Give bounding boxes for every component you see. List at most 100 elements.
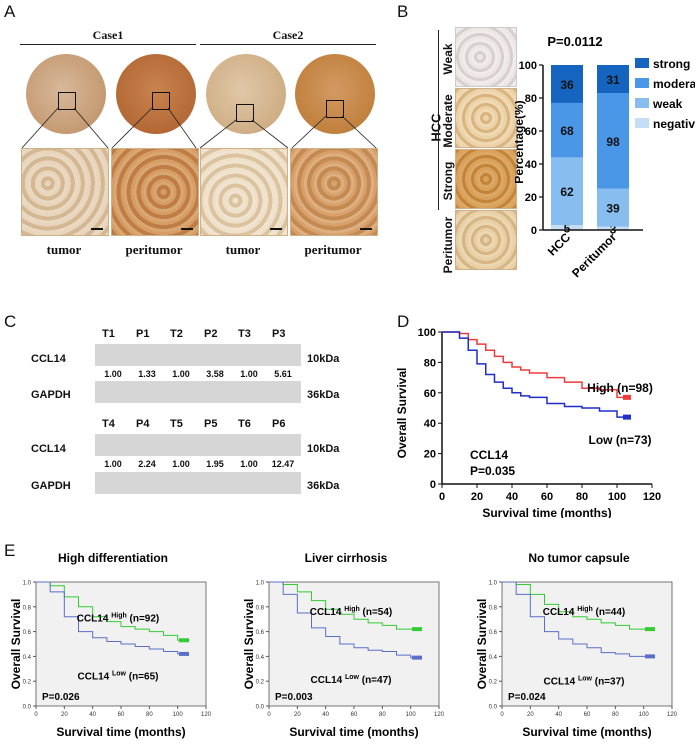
legend-label-strong: strong xyxy=(653,57,690,71)
legend-high-n: (n=54) xyxy=(360,607,393,618)
y-tick-label: 20 xyxy=(525,192,537,204)
legend-low-n: (n=65) xyxy=(126,671,159,682)
tma-core-case2-peritumor xyxy=(295,54,375,134)
lane-label: T4 xyxy=(102,418,115,430)
gapdh-label-row1: GAPDH xyxy=(31,389,71,401)
bar-data-label: 68 xyxy=(560,124,574,138)
hcc-bracket xyxy=(438,30,439,210)
y-tick-label: 0 xyxy=(430,479,436,491)
bar-segment-weak xyxy=(597,188,629,227)
x-axis-label: Survival time (months) xyxy=(56,725,185,739)
gene-annotation: CCL14 xyxy=(470,448,508,462)
bar-segment-moderate xyxy=(551,102,583,158)
censor-marks xyxy=(412,627,422,632)
y-axis-label: Overall Survival xyxy=(9,599,23,690)
legend-high: CCL14 High (n=44) xyxy=(543,606,626,618)
chart-title: P=0.0112 xyxy=(547,34,602,49)
y-tick-label: 40 xyxy=(424,418,436,430)
stain-peritumor-label: Peritumor xyxy=(441,216,455,274)
y-axis-label: Overall Survival xyxy=(242,599,256,690)
x-tick-label: 0 xyxy=(267,712,271,718)
lane-label: T2 xyxy=(170,328,183,340)
ccl14-blot-row2 xyxy=(95,434,301,456)
km-curve-low xyxy=(502,581,655,657)
censor-marks xyxy=(179,638,189,643)
legend-label-weak: weak xyxy=(652,97,683,111)
tma-core-case1-tumor xyxy=(26,54,106,134)
x-axis-label: Survival time (months) xyxy=(289,725,418,739)
band-ratio: 1.95 xyxy=(206,459,224,469)
legend-swatch-strong xyxy=(635,58,649,68)
ccl14-blot-row1 xyxy=(95,344,301,366)
x-axis-label: Survival time (months) xyxy=(522,725,651,739)
panel-d-letter: D xyxy=(397,312,410,331)
x-tick-label: 80 xyxy=(576,491,588,503)
scale-bar xyxy=(360,228,372,230)
label-tumor-1: tumor xyxy=(46,242,82,257)
band-ratio: 1.00 xyxy=(104,369,122,379)
x-tick-label: 40 xyxy=(322,712,329,718)
legend-high-n: (n=44) xyxy=(593,607,626,618)
legend-high-n: (n=92) xyxy=(127,613,160,624)
legend-high-sup: High xyxy=(577,606,593,613)
bar-data-label: 62 xyxy=(560,185,574,199)
micrograph-case2-tumor xyxy=(200,148,288,236)
p-value: P=0.003 xyxy=(275,692,313,703)
label-peritumor-1: peritumor xyxy=(125,242,183,257)
x-tick-label: 20 xyxy=(527,712,534,718)
km-plot-overall: 0 20 40 60 80 100 0 20 40 60 80 100 120 Survival time… xyxy=(395,327,661,518)
x-tick-label: 80 xyxy=(379,712,386,718)
km-curve-high xyxy=(36,581,189,641)
bar-data-label: 5 xyxy=(564,222,571,236)
x-tick-label: 60 xyxy=(351,712,358,718)
case1-title: Case1 xyxy=(92,28,124,42)
legend-swatch-moderate xyxy=(635,78,649,88)
x-tick-label: 100 xyxy=(173,712,184,718)
band-ratio: 12.47 xyxy=(271,459,295,469)
x-tick-label: 60 xyxy=(584,712,591,718)
x-tick-label: 120 xyxy=(434,712,445,718)
legend-high-sup: High xyxy=(111,612,127,619)
y-tick-label: 0.4 xyxy=(256,655,265,661)
y-axis-label: Overall Survival xyxy=(395,368,409,459)
x-axis-label: Survival time (months) xyxy=(482,506,611,518)
legend-low: CCL14 Low (n=37) xyxy=(544,675,625,687)
x-tick-label: 60 xyxy=(118,712,125,718)
ccl14-label-row2: CCL14 xyxy=(31,443,66,455)
y-tick-label: 100 xyxy=(418,327,436,339)
micrograph-case2-peritumor xyxy=(290,148,378,236)
kda-36-row1: 36kDa xyxy=(307,389,340,401)
x-tick-label: 0 xyxy=(500,712,504,718)
bar-data-label: 39 xyxy=(606,202,620,216)
y-tick-label: 40 xyxy=(525,159,537,171)
x-tick-label: Peritumor xyxy=(569,230,619,280)
kda-36-row2: 36kDa xyxy=(307,480,340,492)
lane-label: P5 xyxy=(204,418,218,430)
scale-bar xyxy=(91,228,103,230)
bar-segment-strong xyxy=(597,65,629,94)
y-tick-label: 0 xyxy=(531,225,537,237)
censor-marks xyxy=(179,651,189,656)
kda-10-row1: 10kDa xyxy=(307,353,340,365)
bar-segment-negative xyxy=(597,226,629,230)
x-tick-label: 40 xyxy=(506,491,518,503)
y-tick-label: 0.0 xyxy=(23,705,32,711)
band-ratio: 3.58 xyxy=(206,369,224,379)
legend-swatch-weak xyxy=(635,98,649,108)
zoom-box xyxy=(326,100,344,118)
x-tick-label: 20 xyxy=(294,712,301,718)
km-plot-liver-cirrhosis: Liver cirrhosis 0.0 0.2 0.4 0.6 0.8 1.0 0 20 40 60… xyxy=(242,551,445,739)
gapdh-blot-row2 xyxy=(95,472,301,494)
legend-high: High (n=98) xyxy=(587,381,653,395)
lane-label: P4 xyxy=(136,418,150,430)
km-plot-high-differentiation: High differentiation 0.0 0.2 0.4 0.6 0.8 1.0 0 2… xyxy=(9,551,212,739)
scale-bar xyxy=(270,228,282,230)
bar-segment-weak xyxy=(551,157,583,226)
lane-label: T1 xyxy=(102,328,115,340)
tma-core-case2-tumor xyxy=(206,54,286,134)
y-tick-label: 0.8 xyxy=(23,605,32,611)
km-curve-low xyxy=(36,581,189,655)
x-tick-label: 120 xyxy=(667,712,678,718)
x-tick-label: 120 xyxy=(643,491,661,503)
y-tick-label: 1.0 xyxy=(23,581,32,587)
